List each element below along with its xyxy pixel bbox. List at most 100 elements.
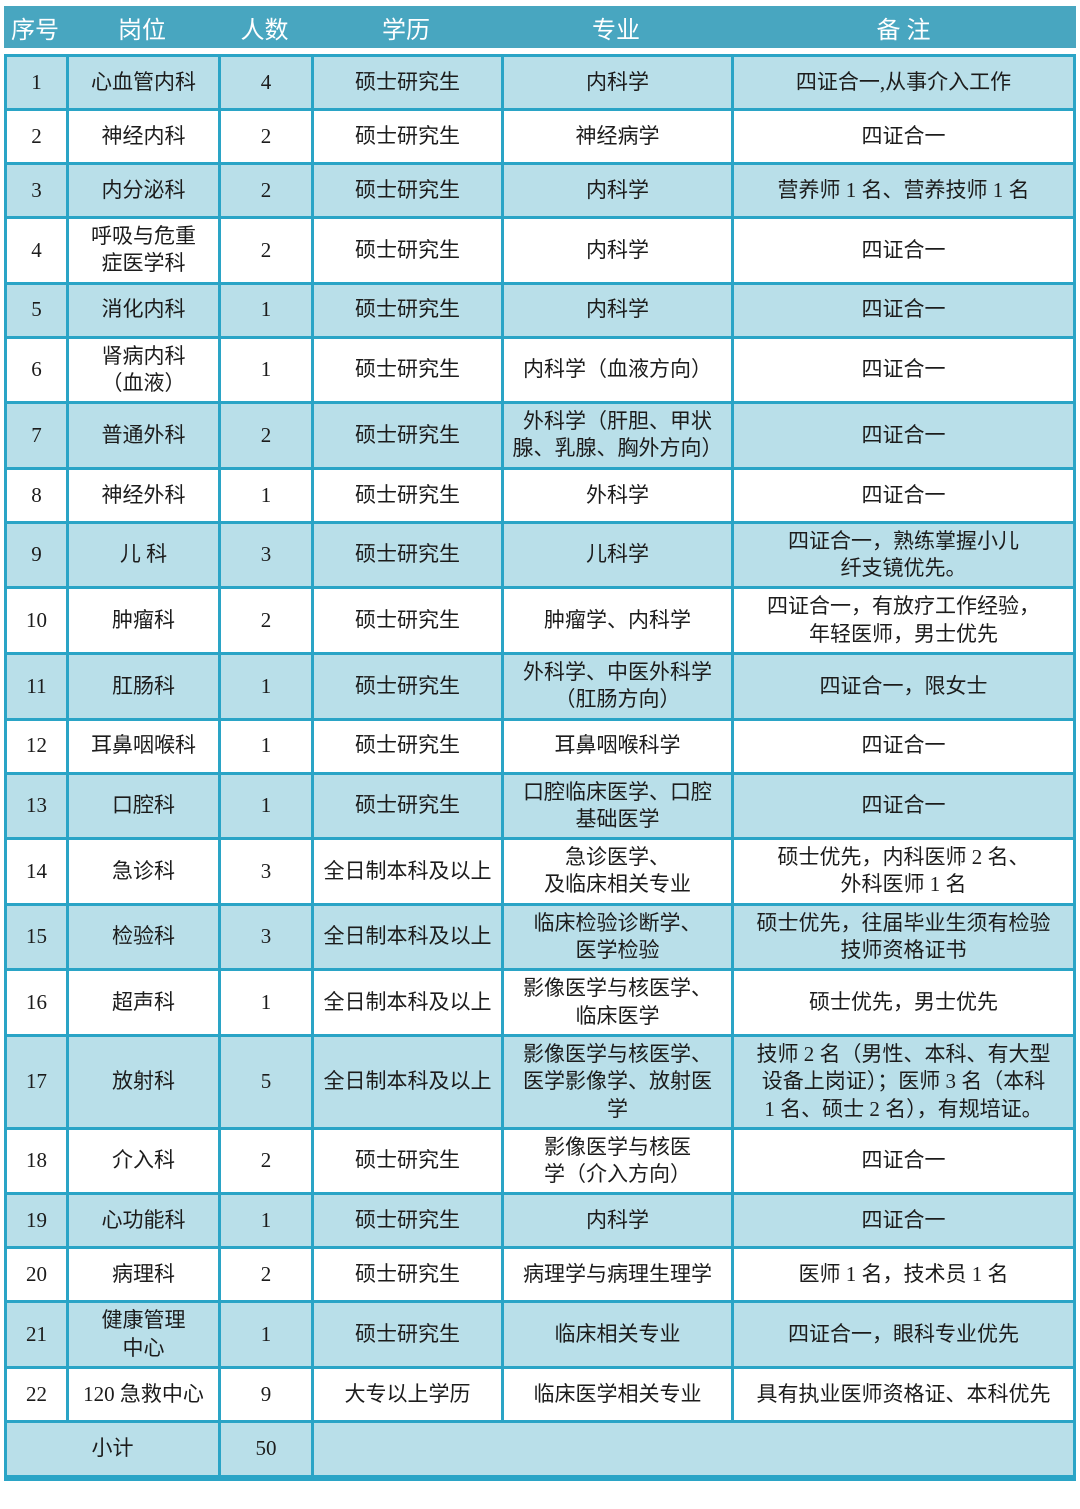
table-row: 7 普通外科 2 硕士研究生 外科学（肝胆、甲状 腺、乳腺、胸外方向） 四证合一 [4,401,1076,470]
cell-major: 口腔临床医学、口腔 基础医学 [501,771,734,841]
cell-seq: 15 [4,902,69,972]
header-seq: 序号 [11,17,59,44]
cell-seq: 3 [4,162,69,219]
cell-major: 耳鼻咽喉科学 [501,717,734,775]
cell-note: 四证合一 [731,216,1076,285]
cell-count: 1 [218,651,314,721]
table-row: 17 放射科 5 全日制本科及以上 影像医学与核医学、 医学影像学、放射医 学 … [4,1033,1076,1130]
recruitment-table: 1 心血管内科 4 硕士研究生 内科学 四证合一,从事介入工作 2 神经内科 2… [4,54,1076,1481]
header-major: 专业 [592,17,640,44]
subtotal-label: 小计 [4,1420,221,1481]
cell-count: 2 [218,1246,314,1304]
cell-note: 四证合一 [731,466,1076,524]
cell-major: 肿瘤学、内科学 [501,586,734,655]
cell-post: 急诊科 [66,837,221,906]
header-degree: 学历 [382,17,430,44]
cell-note: 四证合一 [731,281,1076,339]
table-row: 12 耳鼻咽喉科 1 硕士研究生 耳鼻咽喉科学 四证合一 [4,717,1076,775]
cell-count: 2 [218,401,314,470]
cell-count: 2 [218,586,314,655]
cell-count: 1 [218,1192,314,1250]
table-header-row: 序号 岗位 人数 学历 专业 备 注 [4,6,1076,48]
subtotal-empty-cell [311,1420,1076,1481]
cell-count: 3 [218,837,314,906]
cell-count: 3 [218,902,314,972]
cell-count: 4 [218,54,314,111]
cell-seq: 16 [4,968,69,1037]
cell-degree: 硕士研究生 [311,771,504,841]
cell-seq: 18 [4,1126,69,1196]
cell-note: 具有执业医师资格证、本科优先 [731,1366,1076,1424]
header-note: 备 注 [876,17,931,44]
cell-major: 影像医学与核医学、 医学影像学、放射医 学 [501,1033,734,1130]
cell-seq: 8 [4,466,69,524]
cell-post: 肛肠科 [66,651,221,721]
cell-note: 四证合一 [731,335,1076,405]
cell-count: 9 [218,1366,314,1424]
cell-seq: 5 [4,281,69,339]
cell-major: 儿科学 [501,520,734,590]
cell-note: 四证合一，熟练掌握小儿 纤支镜优先。 [731,520,1076,590]
table-row: 22 120 急救中心 9 大专以上学历 临床医学相关专业 具有执业医师资格证、… [4,1366,1076,1424]
table-row: 13 口腔科 1 硕士研究生 口腔临床医学、口腔 基础医学 四证合一 [4,771,1076,841]
table-row: 6 肾病内科 （血液） 1 硕士研究生 内科学（血液方向） 四证合一 [4,335,1076,405]
cell-count: 1 [218,466,314,524]
cell-degree: 全日制本科及以上 [311,1033,504,1130]
cell-major: 外科学、中医外科学 （肛肠方向） [501,651,734,721]
cell-post: 口腔科 [66,771,221,841]
cell-degree: 硕士研究生 [311,216,504,285]
cell-degree: 硕士研究生 [311,162,504,219]
cell-note: 四证合一 [731,1192,1076,1250]
table-row: 1 心血管内科 4 硕士研究生 内科学 四证合一,从事介入工作 [4,54,1076,111]
cell-seq: 22 [4,1366,69,1424]
table-row: 3 内分泌科 2 硕士研究生 内科学 营养师 1 名、营养技师 1 名 [4,162,1076,219]
cell-count: 5 [218,1033,314,1130]
cell-seq: 20 [4,1246,69,1304]
cell-count: 2 [218,108,314,165]
header-post: 岗位 [118,17,166,44]
cell-note: 四证合一 [731,717,1076,775]
cell-seq: 11 [4,651,69,721]
cell-post: 介入科 [66,1126,221,1196]
cell-degree: 全日制本科及以上 [311,968,504,1037]
cell-post: 儿 科 [66,520,221,590]
cell-major: 外科学（肝胆、甲状 腺、乳腺、胸外方向） [501,401,734,470]
cell-major: 内科学 [501,281,734,339]
cell-degree: 硕士研究生 [311,717,504,775]
cell-seq: 10 [4,586,69,655]
cell-note: 四证合一，眼科专业优先 [731,1300,1076,1370]
cell-count: 1 [218,335,314,405]
cell-note: 硕士优先，男士优先 [731,968,1076,1037]
cell-degree: 硕士研究生 [311,108,504,165]
cell-post: 心功能科 [66,1192,221,1250]
cell-post: 消化内科 [66,281,221,339]
cell-post: 耳鼻咽喉科 [66,717,221,775]
table-row: 11 肛肠科 1 硕士研究生 外科学、中医外科学 （肛肠方向） 四证合一，限女士 [4,651,1076,721]
cell-count: 1 [218,1300,314,1370]
cell-note: 四证合一,从事介入工作 [731,54,1076,111]
subtotal-row: 小计 50 [4,1420,1076,1481]
cell-seq: 12 [4,717,69,775]
cell-post: 呼吸与危重 症医学科 [66,216,221,285]
cell-seq: 9 [4,520,69,590]
cell-degree: 硕士研究生 [311,281,504,339]
cell-note: 营养师 1 名、营养技师 1 名 [731,162,1076,219]
cell-major: 影像医学与核医学、 临床医学 [501,968,734,1037]
table-row: 10 肿瘤科 2 硕士研究生 肿瘤学、内科学 四证合一，有放疗工作经验， 年轻医… [4,586,1076,655]
cell-post: 病理科 [66,1246,221,1304]
cell-note: 硕士优先，往届毕业生须有检验 技师资格证书 [731,902,1076,972]
cell-post: 神经外科 [66,466,221,524]
cell-degree: 硕士研究生 [311,1246,504,1304]
cell-major: 临床相关专业 [501,1300,734,1370]
cell-major: 内科学（血液方向） [501,335,734,405]
cell-degree: 硕士研究生 [311,401,504,470]
table-row: 4 呼吸与危重 症医学科 2 硕士研究生 内科学 四证合一 [4,216,1076,285]
cell-seq: 13 [4,771,69,841]
cell-count: 3 [218,520,314,590]
cell-major: 内科学 [501,216,734,285]
cell-major: 神经病学 [501,108,734,165]
table-row: 19 心功能科 1 硕士研究生 内科学 四证合一 [4,1192,1076,1250]
cell-post: 神经内科 [66,108,221,165]
cell-count: 1 [218,281,314,339]
